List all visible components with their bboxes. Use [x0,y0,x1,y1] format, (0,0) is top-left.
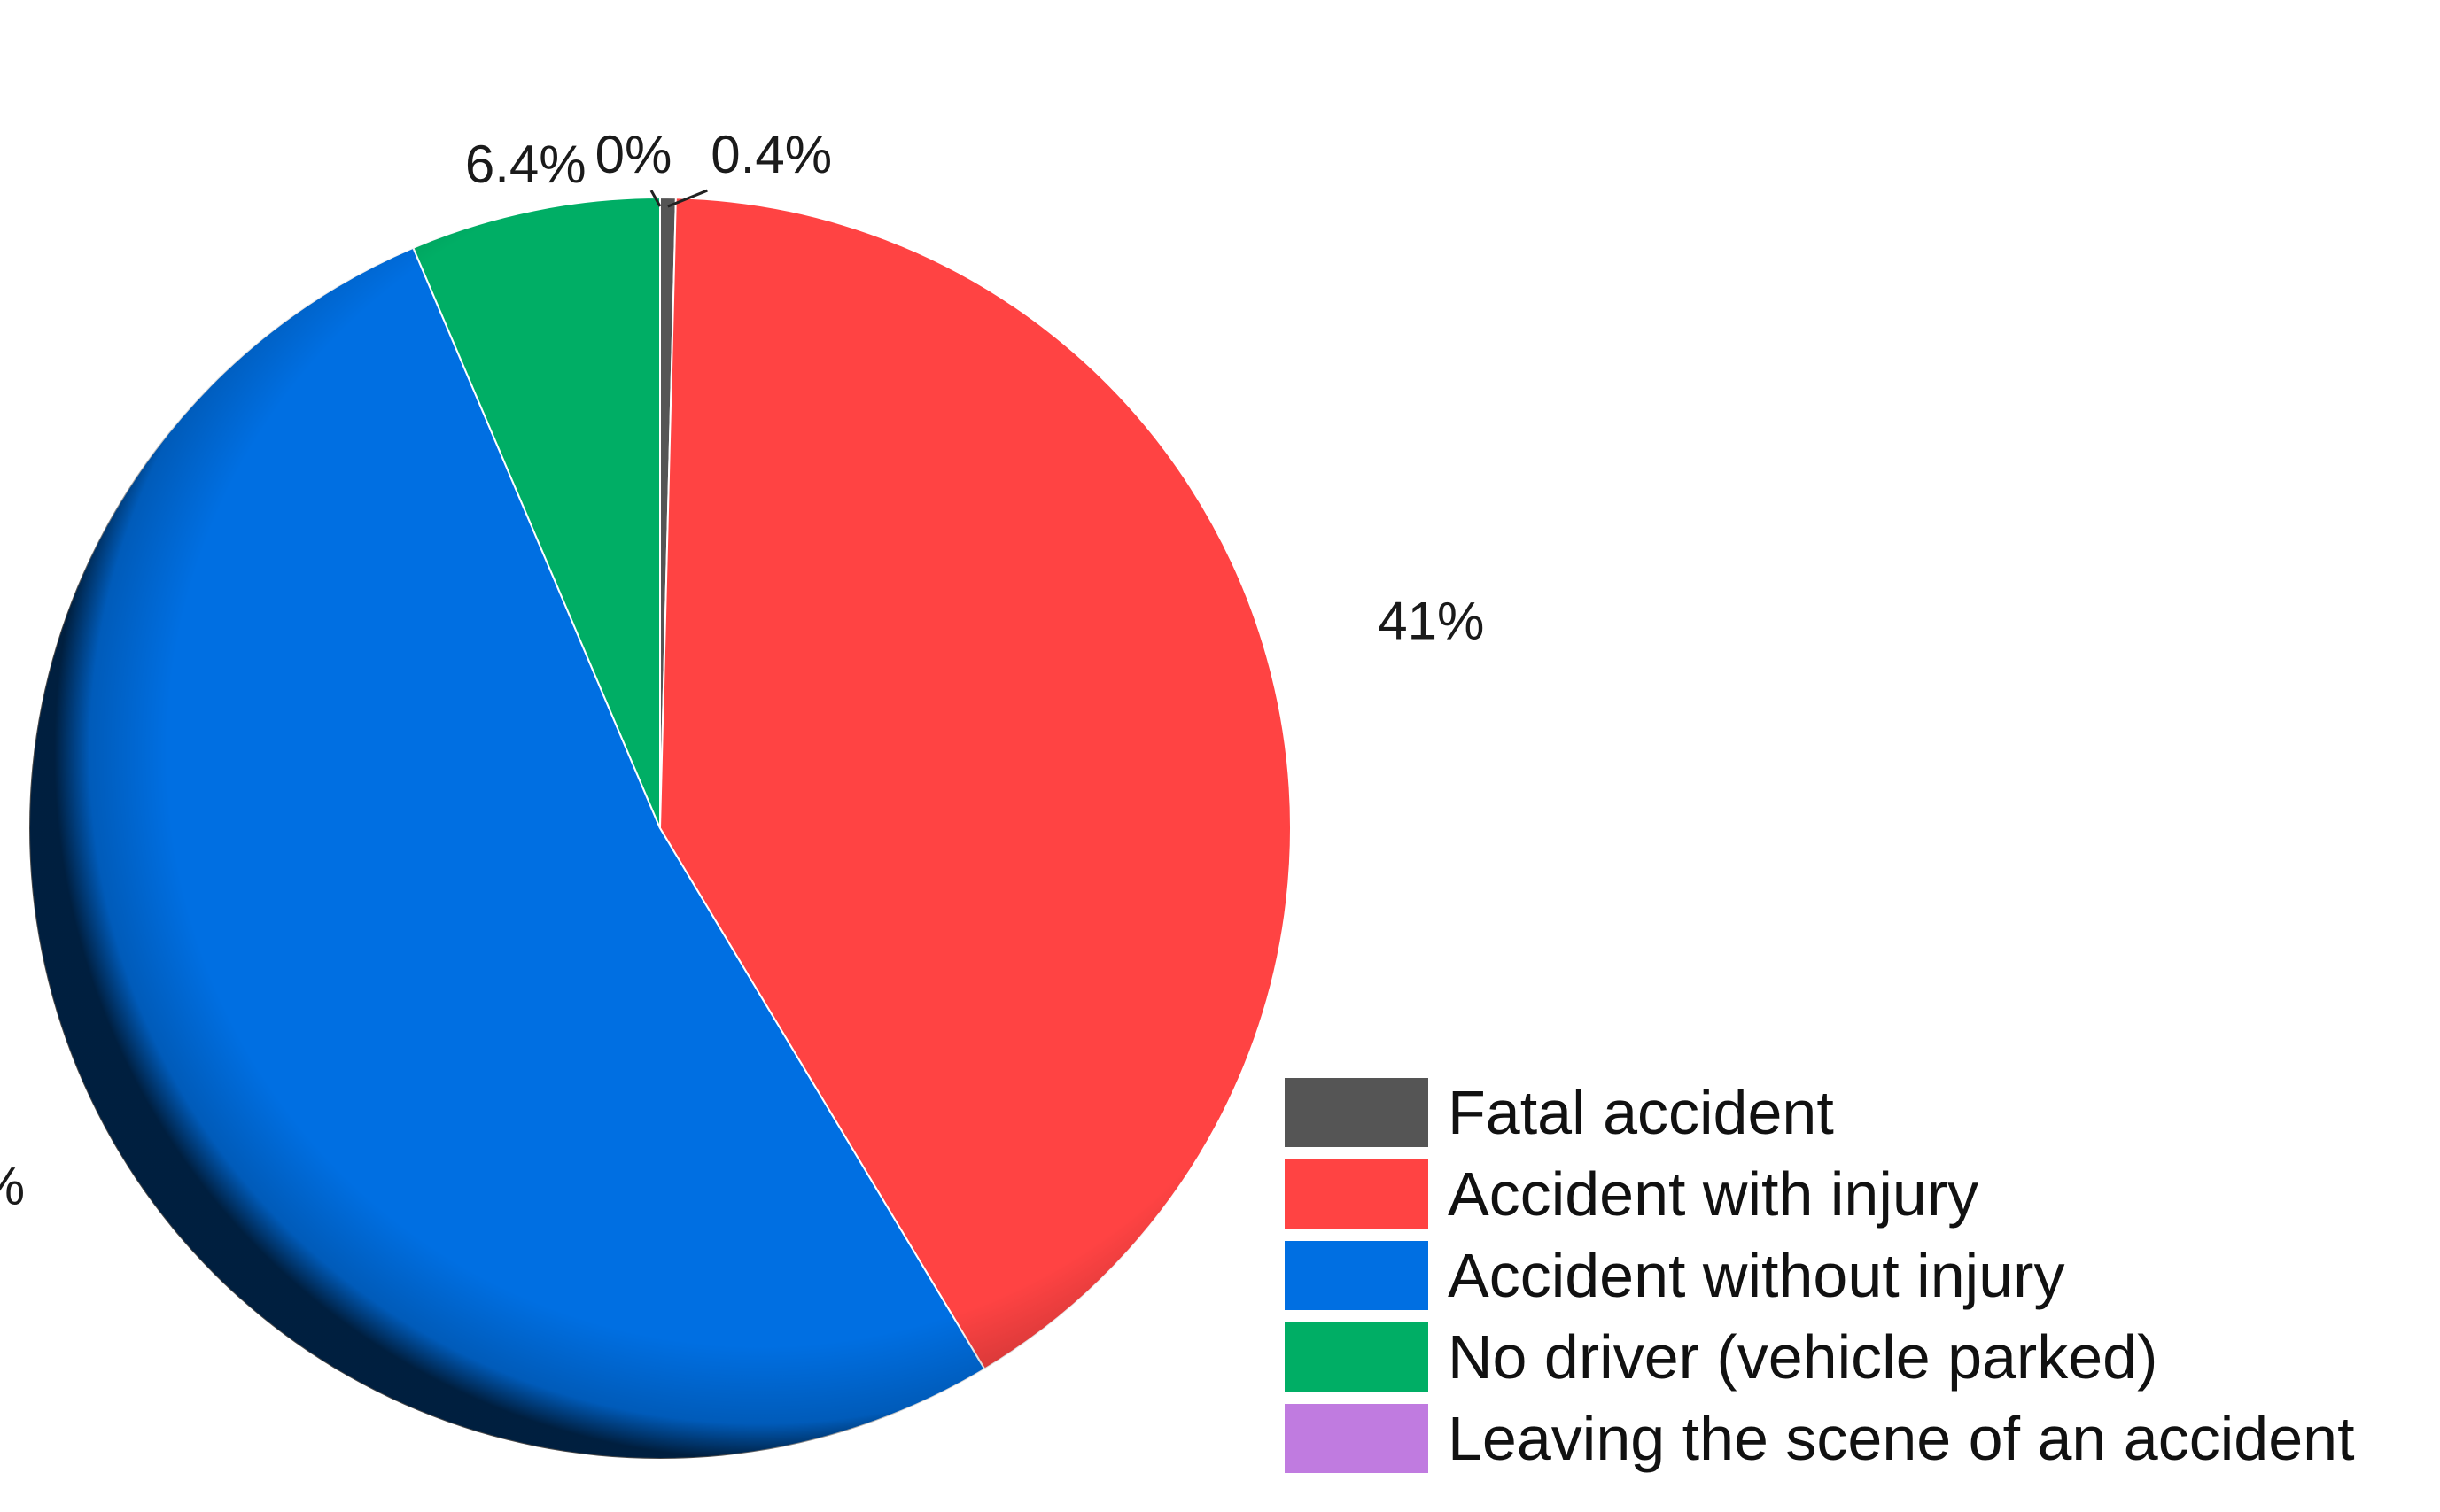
data-label-fatal-accident: 0.4% [711,125,832,184]
legend-label: Fatal accident [1448,1078,1834,1147]
legend-item-no-driver: No driver (vehicle parked) [1285,1316,2436,1398]
legend-swatch [1285,1159,1428,1229]
legend-swatch [1285,1322,1428,1392]
data-label-accident-without-injury: 52.2% [0,1156,25,1215]
legend-item-fatal-accident: Fatal accident [1285,1072,2436,1153]
leader-line-leaving-the-scene-of-an-accident [649,190,662,207]
legend-swatch [1285,1404,1428,1473]
legend-label: No driver (vehicle parked) [1448,1322,2158,1392]
legend-swatch [1285,1241,1428,1310]
data-label-no-driver-vehicle-parked: 6.4% [465,135,587,194]
legend: Fatal accident Accident with injury Acci… [1285,1072,2436,1479]
legend-item-leaving-scene: Leaving the scene of an accident [1285,1398,2436,1479]
legend-item-accident-with-injury: Accident with injury [1285,1153,2436,1235]
legend-label: Accident without injury [1448,1241,2065,1310]
data-label-leaving-the-scene-of-an-accident: 0% [595,125,672,184]
legend-label: Accident with injury [1448,1159,1979,1229]
data-label-accident-with-injury: 41% [1378,592,1484,651]
legend-item-accident-without-injury: Accident without injury [1285,1235,2436,1316]
leader-line-fatal-accident [667,189,708,208]
legend-label: Leaving the scene of an accident [1448,1404,2355,1473]
legend-swatch [1285,1078,1428,1147]
